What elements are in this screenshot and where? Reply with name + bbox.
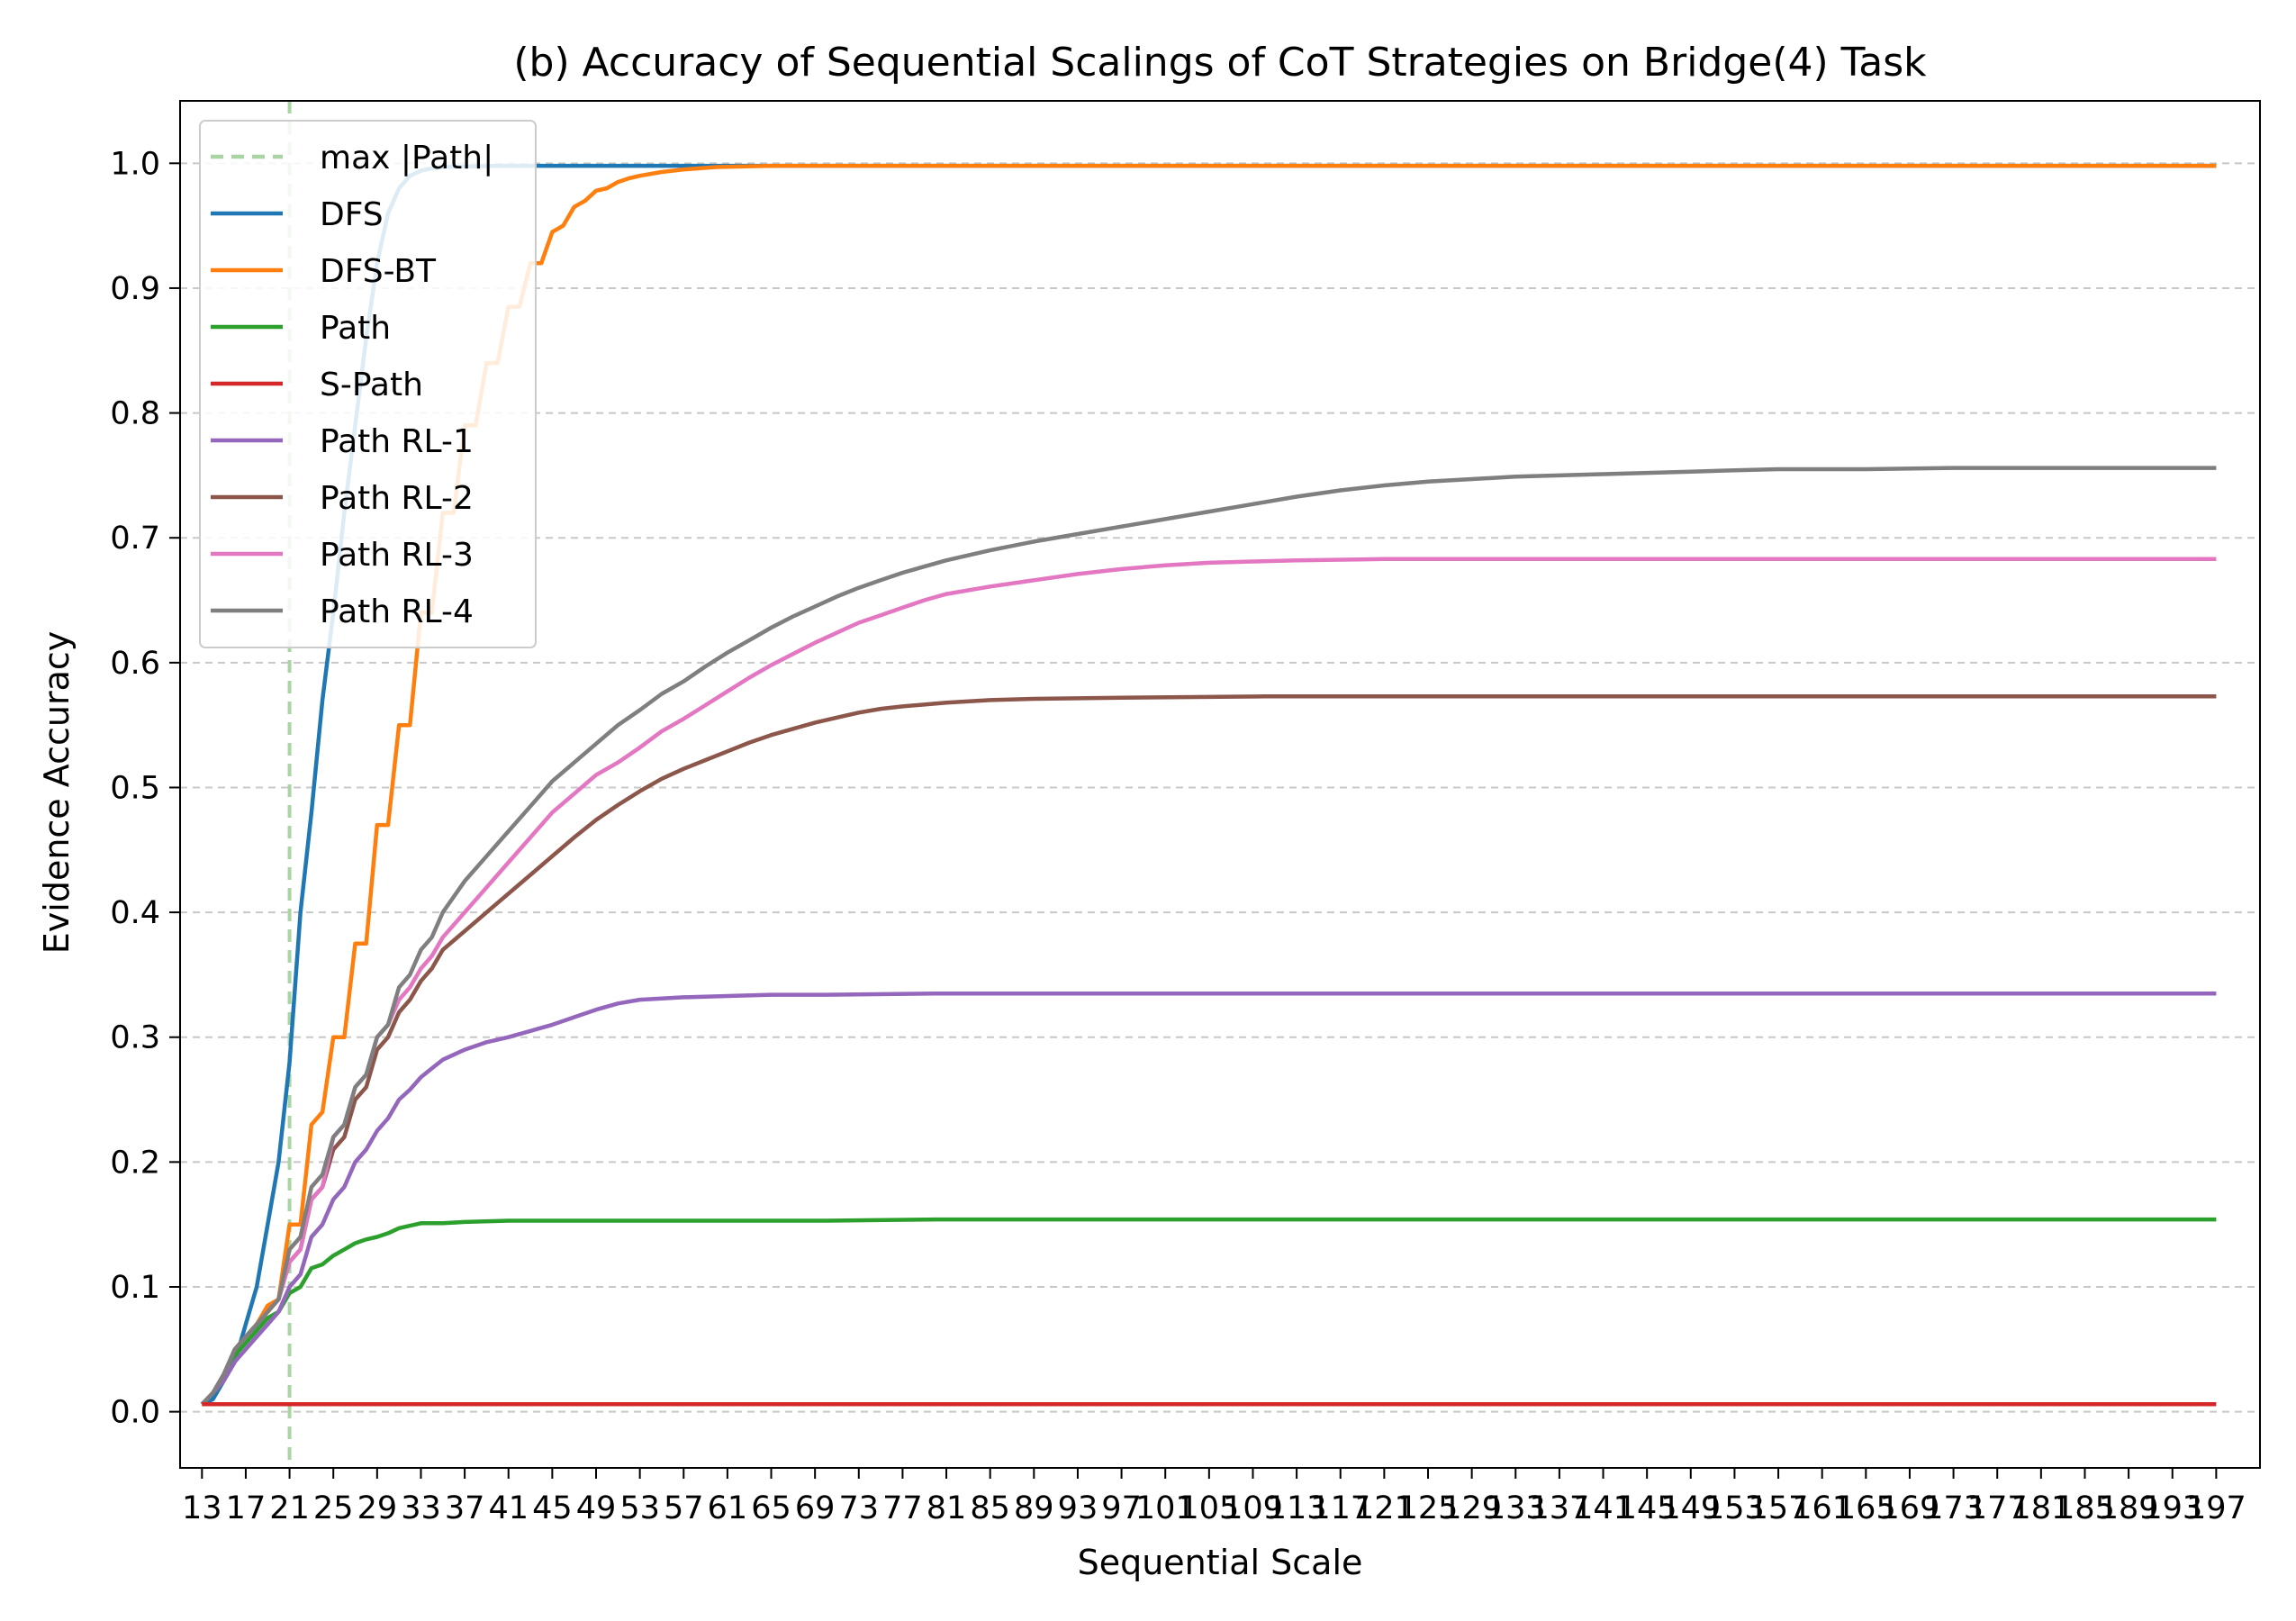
x-tick-label: 121 bbox=[1354, 1490, 1415, 1526]
x-tick-label: 17 bbox=[226, 1490, 267, 1526]
x-tick-label: 57 bbox=[664, 1490, 704, 1526]
y-tick-label: 0.5 bbox=[110, 770, 160, 806]
x-tick-label: 97 bbox=[1101, 1490, 1142, 1526]
x-tick-label: 49 bbox=[576, 1490, 617, 1526]
x-tick-label: 93 bbox=[1058, 1490, 1098, 1526]
x-tick-label: 37 bbox=[445, 1490, 485, 1526]
x-tick-label: 177 bbox=[1967, 1490, 2028, 1526]
legend-label-dfs: DFS bbox=[320, 196, 384, 233]
x-tick-label: 153 bbox=[1704, 1490, 1765, 1526]
x-tick-label: 45 bbox=[532, 1490, 573, 1526]
x-tick-label: 101 bbox=[1135, 1490, 1196, 1526]
series-line-path-rl-3 bbox=[200, 557, 2217, 1406]
x-tick-label: 173 bbox=[1923, 1490, 1984, 1526]
x-tick-label: 69 bbox=[795, 1490, 836, 1526]
y-axis-ticks: 0.0 0.1 0.2 0.3 0.4 0.5 0.6 0.7 0.8 0.9 1.0 bbox=[110, 146, 180, 1431]
series-line-path-rl-1 bbox=[200, 991, 2217, 1406]
x-tick-label: 81 bbox=[927, 1490, 967, 1526]
y-tick-label: 0.8 bbox=[110, 396, 160, 432]
legend-label-path-rl-3: Path RL-3 bbox=[320, 537, 474, 574]
x-tick-label: 85 bbox=[970, 1490, 1010, 1526]
legend-label-path-rl-4: Path RL-4 bbox=[320, 593, 474, 630]
x-tick-label: 53 bbox=[619, 1490, 660, 1526]
x-tick-label: 161 bbox=[1792, 1490, 1852, 1526]
x-tick-label: 157 bbox=[1749, 1490, 1809, 1526]
y-axis-label: Evidence Accuracy bbox=[37, 631, 77, 954]
x-axis-ticks: 13 17 21 25 29 33 37 41 45 49 53 57 61 65 69 73 77 81 85 89… bbox=[182, 1468, 2246, 1526]
x-tick-label: 25 bbox=[313, 1490, 354, 1526]
x-tick-label: 125 bbox=[1398, 1490, 1459, 1526]
legend-label-dfs-bt: DFS-BT bbox=[320, 253, 437, 290]
legend-label-path: Path bbox=[320, 310, 391, 347]
y-tick-label: 0.1 bbox=[110, 1270, 160, 1306]
y-tick-label: 0.7 bbox=[110, 521, 160, 557]
x-tick-label: 169 bbox=[1880, 1490, 1940, 1526]
x-tick-label: 29 bbox=[357, 1490, 398, 1526]
plot-area-frame bbox=[179, 100, 2261, 1469]
x-tick-label: 185 bbox=[2055, 1490, 2115, 1526]
x-tick-label: 33 bbox=[401, 1490, 441, 1526]
x-tick-label: 141 bbox=[1573, 1490, 1633, 1526]
x-tick-label: 89 bbox=[1014, 1490, 1054, 1526]
x-tick-label: 65 bbox=[751, 1490, 791, 1526]
x-tick-label: 189 bbox=[2099, 1490, 2159, 1526]
legend-label-s-path: S-Path bbox=[320, 367, 423, 403]
x-tick-label: 145 bbox=[1617, 1490, 1677, 1526]
chart-title: (b) Accuracy of Sequential Scalings of C… bbox=[513, 40, 1927, 86]
x-tick-label: 197 bbox=[2186, 1490, 2246, 1526]
x-tick-label: 13 bbox=[182, 1490, 222, 1526]
x-tick-label: 117 bbox=[1310, 1490, 1370, 1526]
series-line-path bbox=[200, 1217, 2217, 1406]
legend-label-path-rl-2: Path RL-2 bbox=[320, 480, 474, 517]
x-tick-label: 181 bbox=[2011, 1490, 2071, 1526]
x-tick-label: 137 bbox=[1529, 1490, 1589, 1526]
legend-label-path-rl-1: Path RL-1 bbox=[320, 423, 474, 460]
legend-label-max-path: max |Path| bbox=[320, 140, 493, 177]
x-tick-label: 109 bbox=[1223, 1490, 1283, 1526]
legend: max |Path| DFS DFS-BT Path S-Path Path RL-1 Pa… bbox=[199, 120, 537, 648]
x-tick-label: 133 bbox=[1486, 1490, 1546, 1526]
x-tick-label: 105 bbox=[1179, 1490, 1239, 1526]
x-tick-label: 41 bbox=[488, 1490, 529, 1526]
x-tick-label: 73 bbox=[839, 1490, 880, 1526]
x-tick-label: 165 bbox=[1836, 1490, 1896, 1526]
x-tick-label: 129 bbox=[1442, 1490, 1502, 1526]
y-tick-label: 0.2 bbox=[110, 1145, 160, 1181]
x-tick-label: 149 bbox=[1660, 1490, 1721, 1526]
x-tick-label: 77 bbox=[882, 1490, 923, 1526]
y-tick-label: 0.9 bbox=[110, 271, 160, 307]
y-tick-label: 0.3 bbox=[110, 1020, 160, 1056]
x-axis-label: Sequential Scale bbox=[1078, 1543, 1363, 1582]
y-tick-label: 1.0 bbox=[110, 146, 160, 182]
x-tick-label: 113 bbox=[1267, 1490, 1327, 1526]
y-tick-label: 0.6 bbox=[110, 646, 160, 682]
x-tick-label: 193 bbox=[2142, 1490, 2202, 1526]
y-tick-label: 0.4 bbox=[110, 895, 160, 931]
legend-box bbox=[199, 120, 537, 648]
series-line-path-rl-4 bbox=[200, 466, 2217, 1406]
x-tick-label: 21 bbox=[269, 1490, 310, 1526]
x-tick-label: 61 bbox=[708, 1490, 748, 1526]
y-tick-label: 0.0 bbox=[110, 1395, 160, 1431]
